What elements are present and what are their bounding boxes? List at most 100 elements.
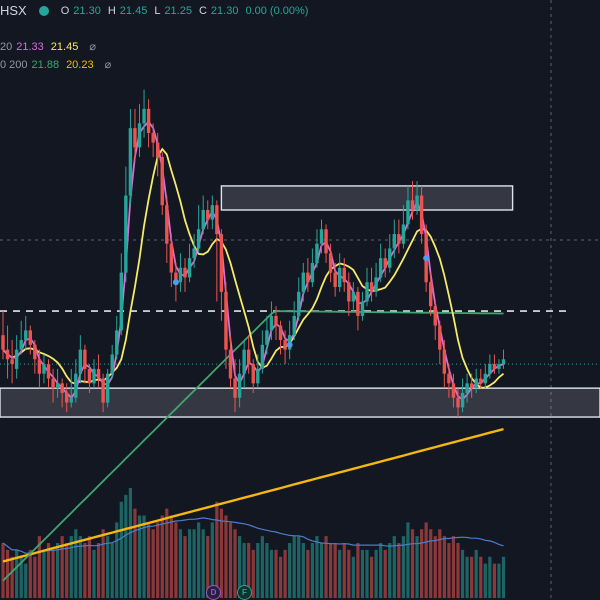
event-label: D [210,588,217,597]
candle-body [101,378,105,403]
candle-body [37,359,42,374]
volume-bar [51,549,55,598]
low-key: L [154,4,161,17]
ma-20-line [2,147,505,389]
volume-bar [497,563,501,598]
volume-bar [106,536,110,598]
volume-bar [483,563,487,598]
volume-bar [110,543,114,598]
candle-body [501,359,506,365]
candle-body [33,344,37,360]
volume-bar [156,522,160,598]
candle-body [87,368,92,384]
volume-bar [347,549,351,598]
candle-body [233,378,237,398]
eye-slash-icon[interactable]: ⌀ [89,41,96,53]
volume-bar [247,543,251,598]
event-label: F [242,588,247,597]
candle-body [124,195,128,273]
volume-bar [242,543,246,598]
candle-body [460,392,465,408]
financials-event-icon[interactable]: F [237,585,252,600]
candle-body [392,234,396,249]
candle-body [142,108,146,124]
candle-body [96,368,101,379]
change-value: 0.00 (0.00%) [245,4,309,17]
volume-bar [192,529,196,598]
candle-body [315,243,319,263]
candle-body [160,157,164,206]
volume-bar [351,556,355,598]
volume-bar [401,536,405,598]
candle-body [5,349,10,360]
open-value: 21.30 [73,4,101,17]
candle-body [360,301,365,316]
eye-slash-icon[interactable]: ⌀ [104,59,112,71]
volume-bar [283,549,287,598]
ma-cross-marker [423,255,430,262]
candle-body [201,210,205,230]
volume-bar [251,549,255,598]
candle-body [301,272,305,292]
volume-bar [183,536,187,598]
candle-body [401,224,406,244]
volume-bar [420,529,424,598]
volume-bar [310,543,314,598]
volume-bar [115,522,119,598]
symbol-label[interactable]: HSX [0,3,27,18]
volume-bar [301,543,305,598]
candle-body [115,330,119,355]
candle-body [19,340,23,350]
volume-bar [119,501,123,598]
volume-bar [165,508,169,598]
volume-bar [215,501,219,598]
candle-body [105,373,110,403]
volume-bar [474,549,478,598]
volume-bar [329,543,333,598]
volume-bar [201,529,205,598]
candle-body [488,364,492,374]
price-zone-rect [220,185,514,211]
volume-bar [65,543,69,598]
volume-bar [187,529,192,598]
candle-body [433,306,437,326]
candle-body [28,330,32,345]
volume-bar [406,522,410,598]
candle-body [174,272,178,283]
volume-bar [83,543,87,598]
candle-body [69,397,73,403]
volume-bar [42,549,46,598]
volume-bar [137,515,142,598]
candle-body [210,205,214,220]
volume-bar [333,543,337,598]
candle-body [456,397,460,408]
ma-legend-row-2[interactable]: 0 200 21.88 20.23 ⌀ [0,58,112,72]
candle-body [1,335,5,350]
volume-bar [438,529,442,598]
candle-body [319,229,324,244]
ma-fast-line [2,120,504,401]
ma-legend-row-1[interactable]: 20 21.33 21.45 ⌀ [0,40,96,54]
candle-body [169,243,174,273]
volume-bar [365,549,369,598]
candle-body [237,373,242,398]
candle-body [365,282,369,302]
candle-body [347,282,351,302]
candle-body [60,383,64,393]
ma-cross-marker [286,341,293,348]
dividend-event-icon[interactable]: D [206,585,221,600]
ma-value-1: 21.33 [16,40,44,53]
candle-body [242,349,246,374]
candle-body [415,195,419,210]
volume-bar [288,543,292,598]
volume-bar [379,543,383,598]
volume-bar [360,549,365,598]
candle-body [297,291,301,316]
volume-bar [178,529,183,598]
candle-body [65,392,69,403]
candle-body [228,349,233,379]
volume-bar [10,556,14,598]
volume-bar [101,529,105,598]
